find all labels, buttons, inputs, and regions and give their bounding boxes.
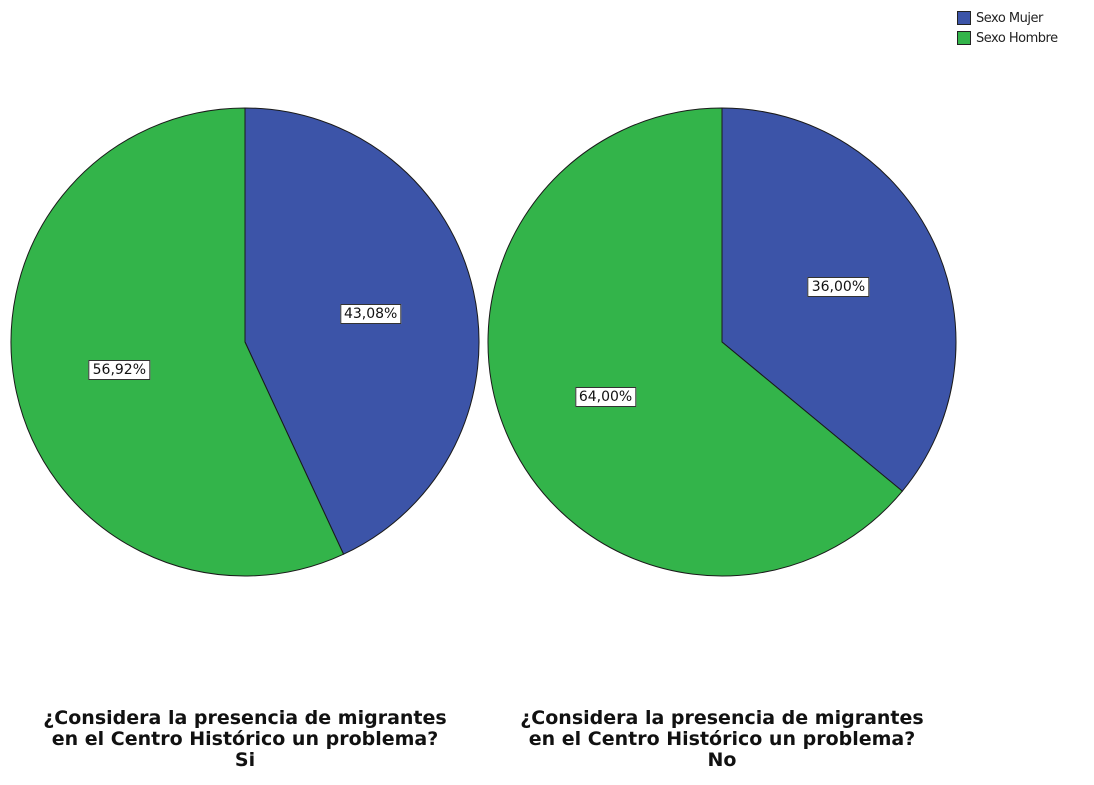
pie-caption-si: ¿Considera la presencia de migrantes en … (5, 708, 485, 771)
pie-si-label-sexo-mujer: 43,08% (339, 304, 402, 325)
caption-no-line-1: ¿Considera la presencia de migrantes (520, 707, 924, 729)
legend-label-mujer: Sexo Mujer (976, 10, 1043, 26)
caption-no-line-2: en el Centro Histórico un problema? (528, 728, 916, 750)
legend-swatch-mujer (957, 11, 971, 25)
legend-item-hombre: Sexo Hombre (957, 28, 1058, 48)
pie-si-slice-sexo-mujer (244, 107, 480, 555)
caption-no-line-3: No (707, 749, 737, 771)
legend-item-mujer: Sexo Mujer (957, 8, 1058, 28)
pie-no-label-sexo-hombre: 64,00% (574, 386, 637, 407)
legend-label-hombre: Sexo Hombre (976, 30, 1058, 46)
pie-si-slice-sexo-hombre (10, 107, 345, 577)
caption-si-line-3: Si (234, 749, 256, 771)
pie-si-label-sexo-hombre: 56,92% (88, 359, 151, 380)
caption-si-line-1: ¿Considera la presencia de migrantes (43, 707, 447, 729)
pie-no-label-sexo-mujer: 36,00% (807, 277, 870, 298)
pie-no-slice-sexo-hombre (487, 107, 904, 577)
pie-no-slice-sexo-mujer (721, 107, 957, 492)
caption-si-line-2: en el Centro Histórico un problema? (51, 728, 439, 750)
pie-caption-no: ¿Considera la presencia de migrantes en … (482, 708, 962, 771)
legend-swatch-hombre (957, 31, 971, 45)
legend: Sexo Mujer Sexo Hombre (957, 8, 1058, 48)
